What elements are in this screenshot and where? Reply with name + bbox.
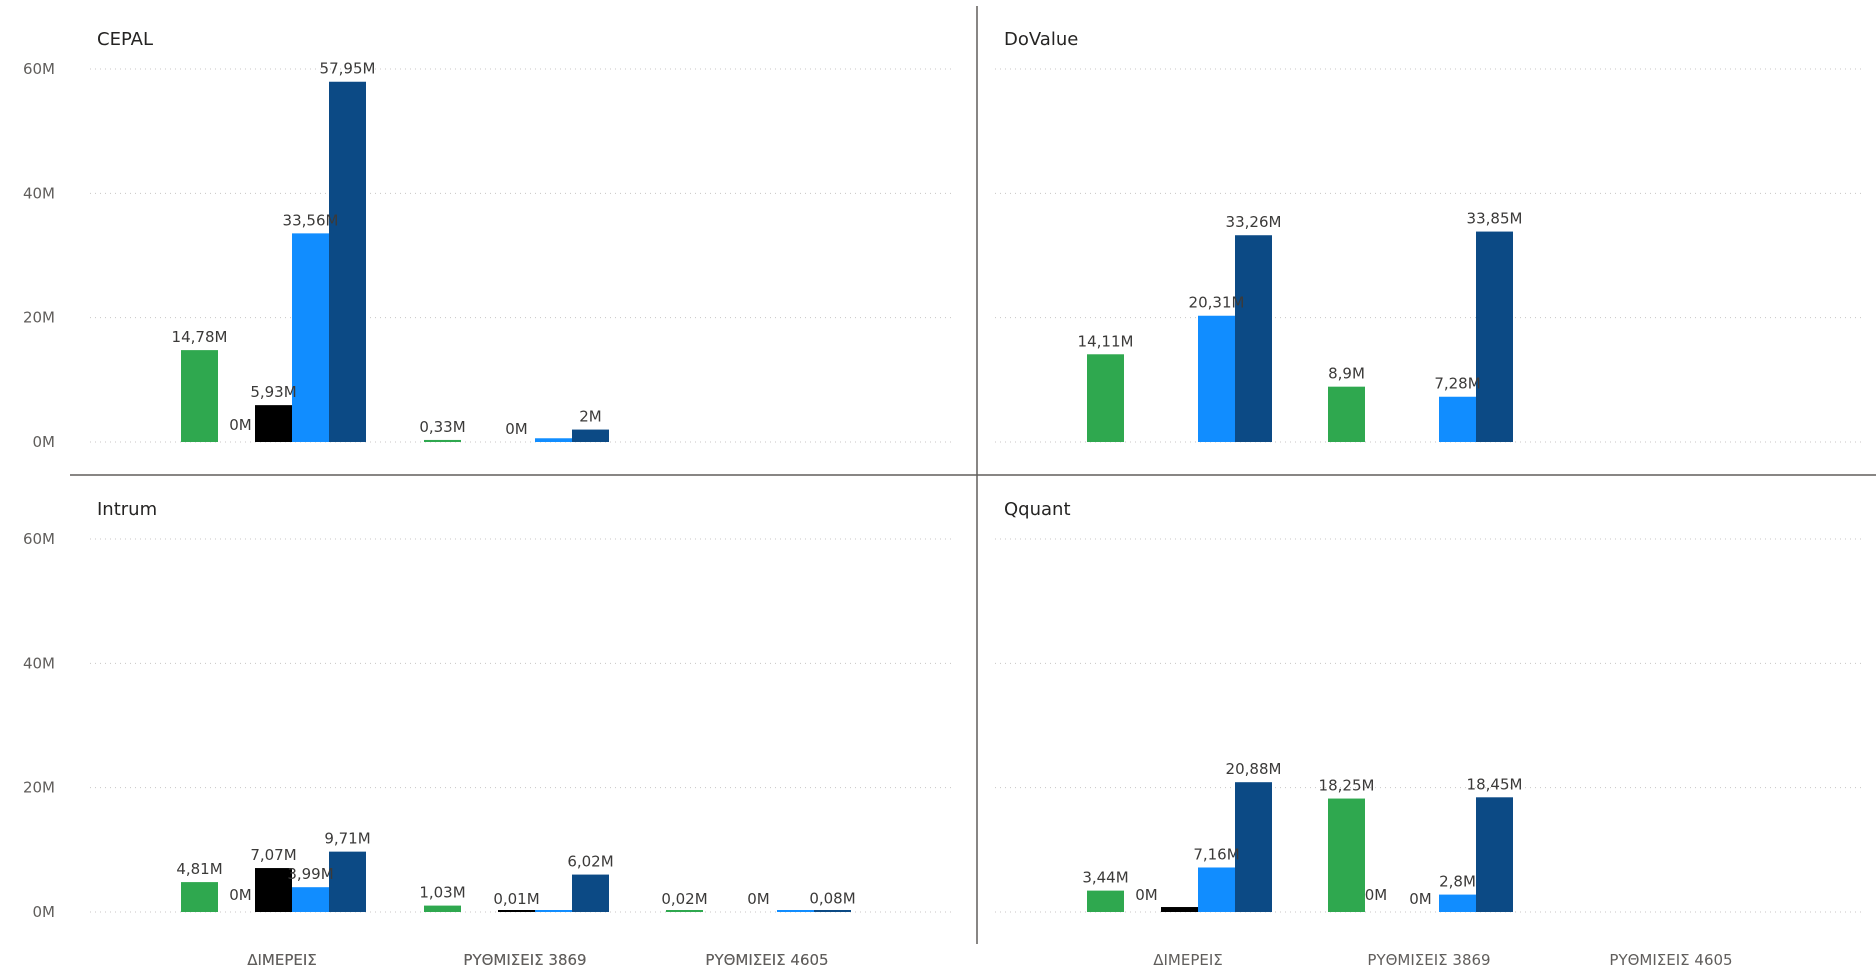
y-tick-label: 0M [33, 903, 56, 921]
data-label: 18,25M [1319, 777, 1375, 795]
bar[interactable] [535, 910, 572, 912]
bar[interactable] [572, 429, 609, 442]
x-category-label: ΡΥΘΜΙΣΕΙΣ 3869 [463, 951, 586, 969]
y-tick-label: 20M [23, 779, 55, 797]
data-label: 57,95M [320, 60, 376, 78]
data-label: 0M [747, 890, 770, 908]
x-category-label: ΡΥΘΜΙΣΕΙΣ 4605 [705, 951, 828, 969]
bar[interactable] [1328, 798, 1365, 912]
data-label: 0M [1135, 886, 1158, 904]
data-label: 4,81M [176, 860, 222, 878]
bar[interactable] [329, 851, 366, 912]
data-label: 0M [229, 886, 252, 904]
data-label: 33,56M [283, 211, 339, 229]
data-label: 33,85M [1467, 210, 1523, 228]
data-label: 2,8M [1439, 873, 1476, 891]
x-category-label: ΔΙΜΕΡΕΙΣ [247, 951, 317, 969]
bar[interactable] [1235, 782, 1272, 912]
y-tick-label: 40M [23, 184, 55, 202]
data-label: 14,78M [172, 328, 228, 346]
data-label: 0M [1365, 886, 1388, 904]
x-category-label: ΔΙΜΕΡΕΙΣ [1153, 951, 1223, 969]
data-label: 7,16M [1193, 845, 1239, 863]
panel-title: Qquant [1004, 499, 1071, 520]
panel-title: CEPAL [97, 29, 153, 50]
data-label: 0,08M [809, 890, 855, 908]
data-label: 8,9M [1328, 365, 1365, 383]
bar[interactable] [424, 439, 461, 442]
bar[interactable] [814, 910, 851, 912]
data-label: 20,88M [1226, 760, 1282, 778]
data-label: 0,02M [661, 890, 707, 908]
data-label: 14,11M [1078, 332, 1134, 350]
data-label: 3,44M [1082, 869, 1128, 887]
data-label: 3,99M [287, 865, 333, 883]
data-label: 7,07M [250, 846, 296, 864]
bar[interactable] [1476, 231, 1513, 442]
bar[interactable] [1087, 354, 1124, 442]
data-label: 0M [505, 420, 528, 438]
bar[interactable] [498, 910, 535, 912]
bar[interactable] [292, 887, 329, 912]
data-label: 33,26M [1226, 213, 1282, 231]
y-tick-label: 60M [23, 60, 55, 78]
x-category-label: ΡΥΘΜΙΣΕΙΣ 4605 [1609, 951, 1732, 969]
bar[interactable] [424, 905, 461, 912]
y-tick-label: 40M [23, 654, 55, 672]
bar[interactable] [1476, 797, 1513, 912]
y-tick-label: 20M [23, 309, 55, 327]
bar[interactable] [1198, 315, 1235, 442]
labels: CEPAL 0M 20M 40M 60M 14,78M 0M 5,93M 33,56M 57,95… [23, 29, 1733, 969]
bars [181, 81, 1513, 912]
data-label: 2M [579, 408, 602, 426]
data-label: 1,03M [419, 884, 465, 902]
bar[interactable] [535, 438, 572, 442]
bar[interactable] [1439, 396, 1476, 442]
bar[interactable] [1087, 890, 1124, 912]
panel-title: Intrum [97, 499, 157, 520]
data-label: 7,28M [1434, 375, 1480, 393]
bar[interactable] [1235, 235, 1272, 442]
data-label: 0,01M [493, 890, 539, 908]
data-label: 0M [229, 416, 252, 434]
bar[interactable] [181, 882, 218, 912]
bar[interactable] [1439, 894, 1476, 912]
bar[interactable] [1198, 867, 1235, 912]
y-tick-label: 0M [33, 433, 56, 451]
bar[interactable] [255, 868, 292, 912]
data-label: 20,31M [1189, 294, 1245, 312]
bar[interactable] [255, 405, 292, 442]
x-category-label: ΡΥΘΜΙΣΕΙΣ 3869 [1367, 951, 1490, 969]
data-label: 18,45M [1467, 775, 1523, 793]
panel-title: DoValue [1004, 29, 1078, 50]
data-label: 9,71M [324, 830, 370, 848]
data-label: 0,33M [419, 418, 465, 436]
bar[interactable] [777, 910, 814, 912]
bar[interactable] [292, 233, 329, 442]
data-label: 6,02M [567, 853, 613, 871]
bar[interactable] [572, 874, 609, 912]
y-tick-label: 60M [23, 530, 55, 548]
data-label: 5,93M [250, 383, 296, 401]
data-label: 0M [1409, 890, 1432, 908]
bar[interactable] [1161, 907, 1198, 912]
bar[interactable] [181, 350, 218, 442]
x-category-label: ΔΙΜΕΡΕΙΣ [247, 951, 317, 969]
x-category-label: ΡΥΘΜΙΣΕΙΣ 3869 [463, 951, 586, 969]
bar[interactable] [666, 910, 703, 912]
x-category-label: ΡΥΘΜΙΣΕΙΣ 4605 [705, 951, 828, 969]
panel-dividers [70, 6, 1876, 944]
bar[interactable] [329, 81, 366, 442]
bar[interactable] [1328, 386, 1365, 442]
